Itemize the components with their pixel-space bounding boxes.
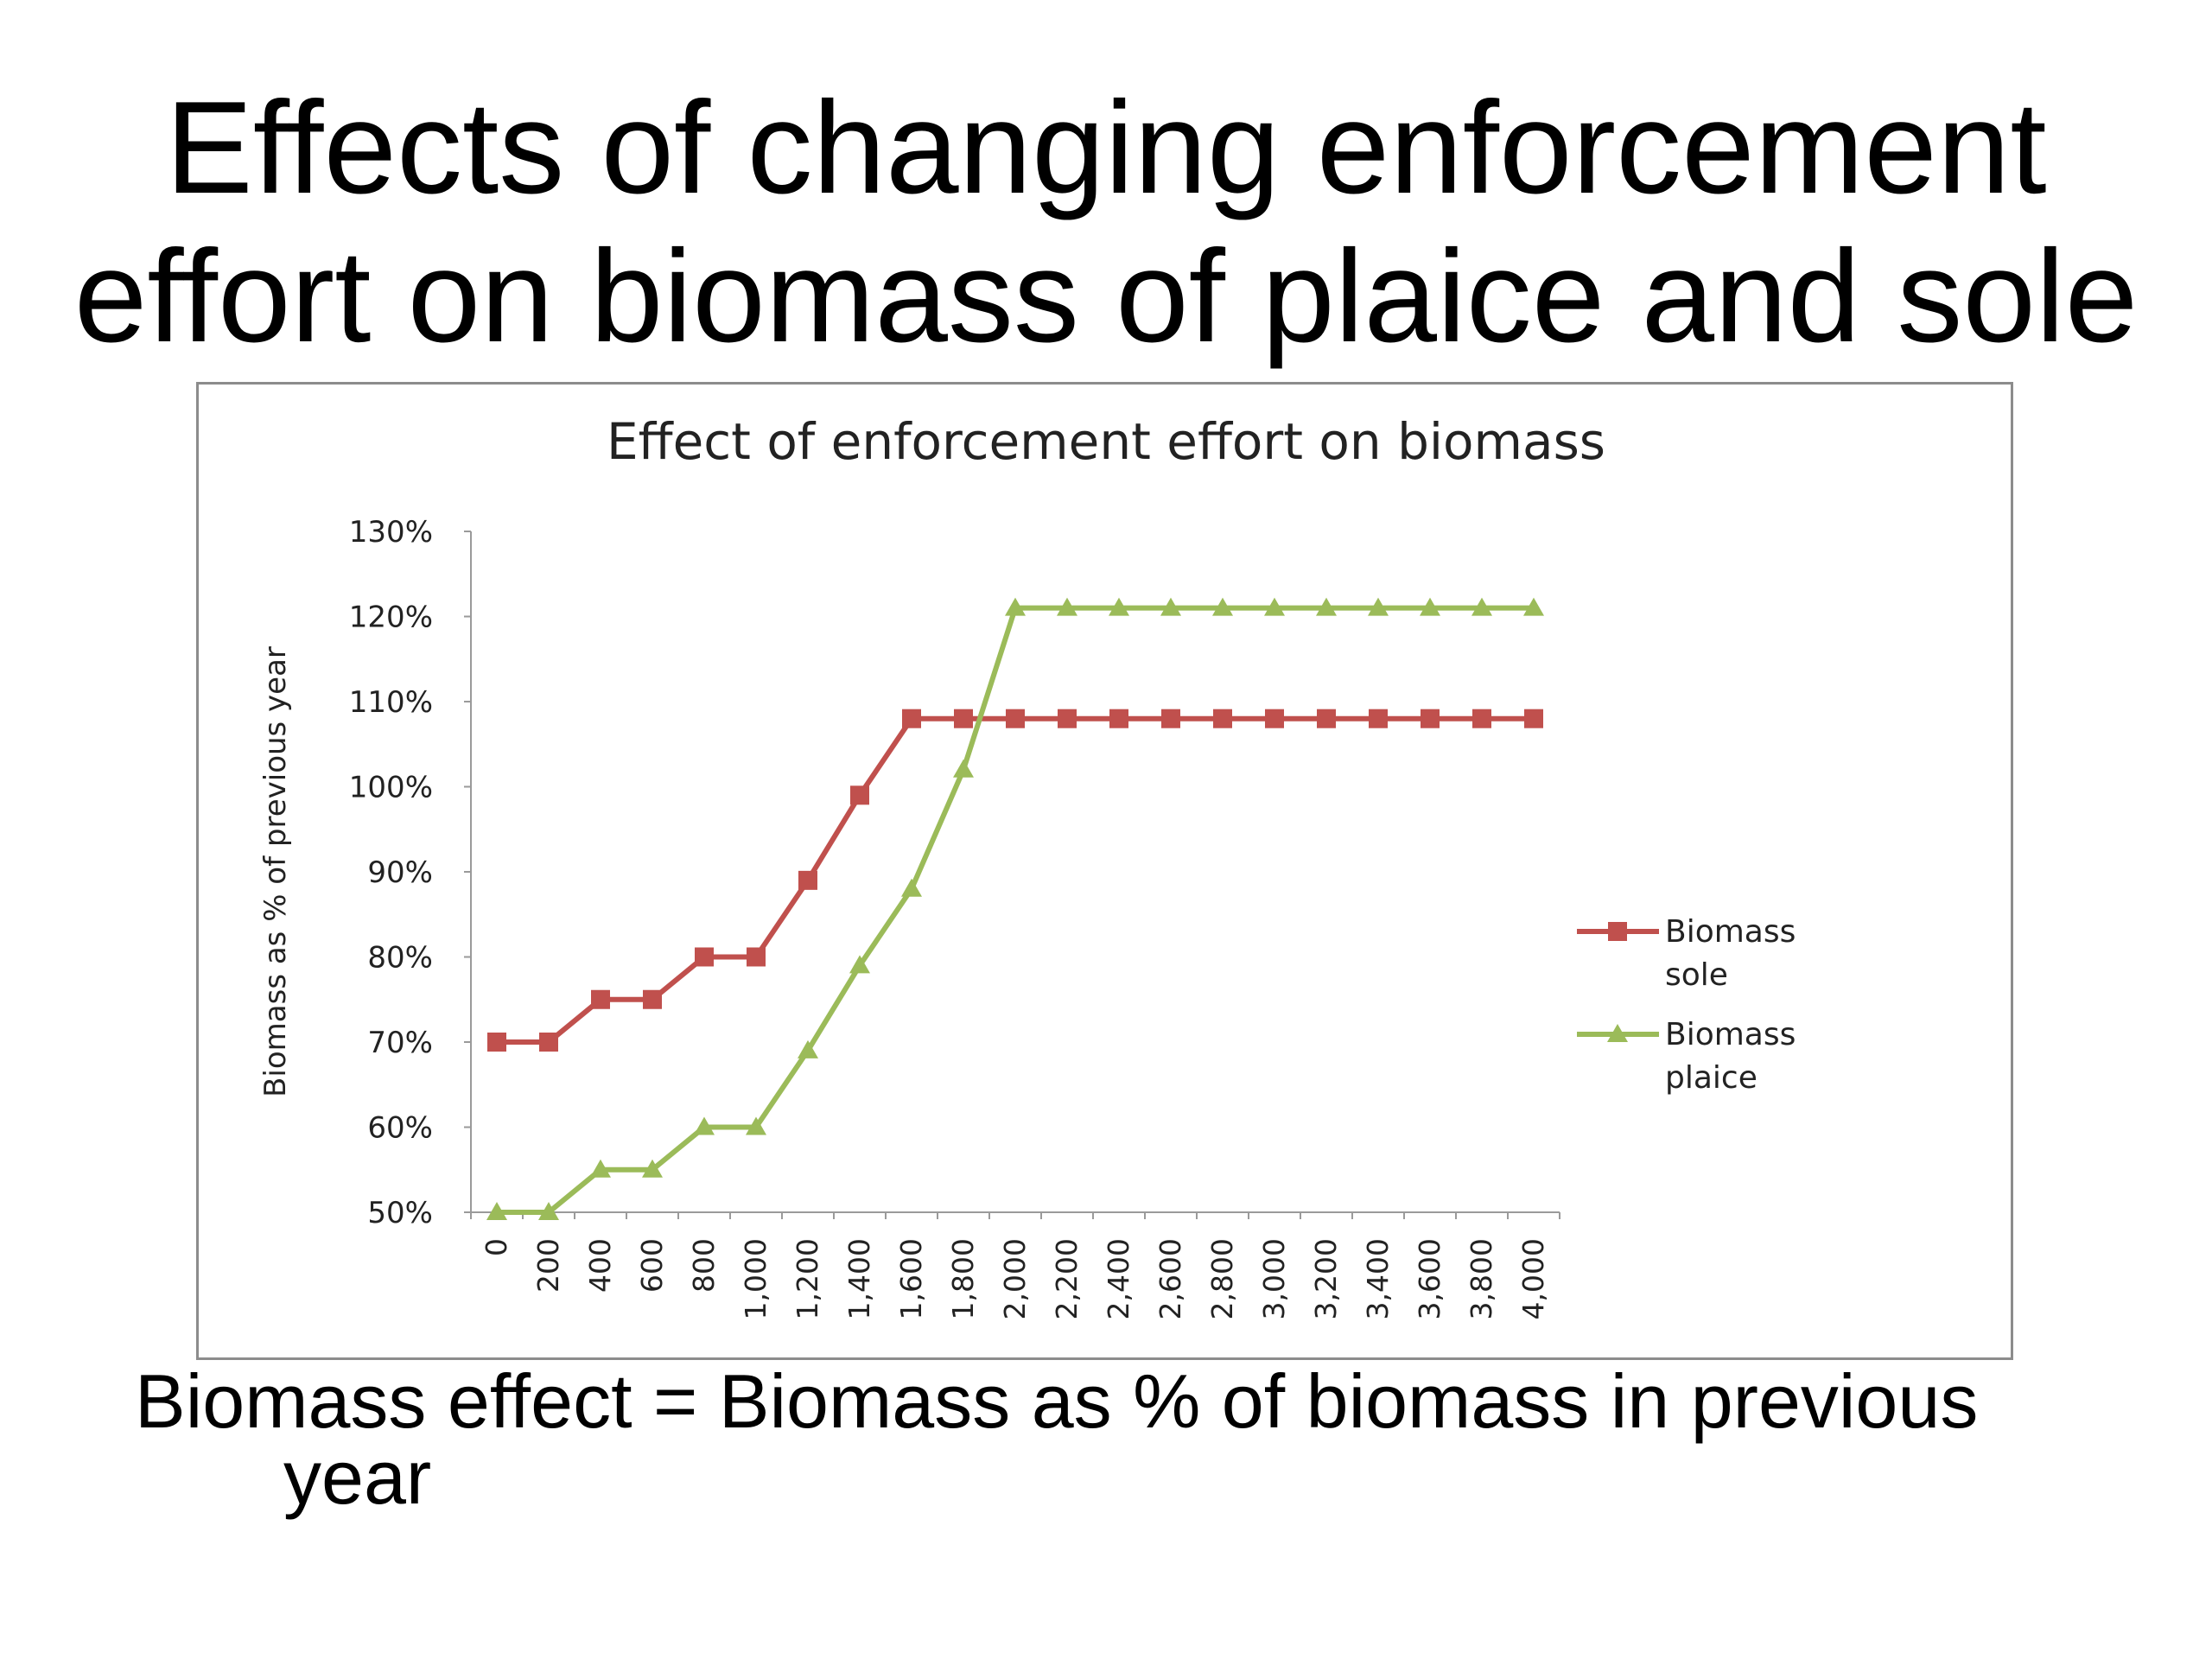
data-point-sole — [591, 989, 610, 1009]
x-tick-label: 1,600 — [894, 1238, 928, 1319]
data-point-sole — [1006, 709, 1025, 728]
x-tick-label: 1,800 — [946, 1238, 980, 1319]
data-point-plaice — [538, 1202, 559, 1220]
legend-label-sole: Biomass — [1665, 914, 1796, 950]
data-point-plaice — [901, 878, 922, 897]
slide-title: Effects of changing enforcement effort o… — [0, 73, 2212, 371]
legend-label-plaice: plaice — [1665, 1060, 1758, 1096]
data-point-plaice — [1005, 597, 1026, 616]
data-point-plaice — [1523, 597, 1544, 616]
data-point-sole — [1369, 709, 1388, 728]
x-tick-label: 3,200 — [1309, 1238, 1343, 1319]
data-point-plaice — [590, 1159, 611, 1178]
chart-frame: Effect of enforcement effort on biomass B… — [196, 382, 2013, 1360]
y-tick-label: 130% — [349, 515, 433, 550]
x-tick-label: 400 — [583, 1238, 617, 1293]
y-tick-label: 90% — [367, 855, 433, 890]
y-tick-label: 70% — [367, 1026, 433, 1060]
x-tick-label: 2,200 — [1050, 1238, 1084, 1319]
line-chart: Effect of enforcement effort on biomass B… — [258, 412, 1796, 1319]
data-point-sole — [1265, 709, 1284, 728]
data-point-sole — [1524, 709, 1543, 728]
data-point-plaice — [642, 1159, 663, 1178]
x-tick-label: 1,000 — [739, 1238, 772, 1319]
x-tick-label: 2,600 — [1154, 1238, 1187, 1319]
x-tick-label: 2,400 — [1102, 1238, 1135, 1319]
data-point-sole — [695, 947, 714, 967]
data-point-plaice — [849, 955, 870, 974]
x-tick-label: 3,000 — [1257, 1238, 1291, 1319]
y-tick-label: 110% — [349, 685, 433, 720]
data-point-sole — [1472, 709, 1491, 728]
data-point-plaice — [1109, 597, 1129, 616]
caption-line-2: year — [283, 1434, 432, 1520]
x-tick-label: 2,000 — [998, 1238, 1032, 1319]
data-point-plaice — [1471, 597, 1492, 616]
x-tick-label: 200 — [531, 1238, 565, 1293]
series-line-plaice — [497, 605, 1534, 1215]
data-point-sole — [539, 1033, 558, 1052]
data-point-plaice — [486, 1202, 507, 1220]
data-point-sole — [1421, 709, 1440, 728]
x-tick-label: 600 — [635, 1238, 669, 1293]
data-point-plaice — [1212, 597, 1233, 616]
data-point-sole — [954, 709, 973, 728]
data-point-sole — [1109, 709, 1128, 728]
y-tick-label: 100% — [349, 771, 433, 805]
data-point-sole — [850, 785, 869, 805]
slide-title-line-2: effort on biomass of plaice and sole — [73, 223, 2139, 370]
data-point-plaice — [1160, 597, 1181, 616]
data-point-sole — [643, 989, 662, 1009]
legend-marker-plaice — [1607, 1024, 1628, 1042]
data-point-plaice — [953, 759, 974, 778]
y-axis-title: Biomass as % of previous year — [258, 646, 293, 1097]
y-tick-label: 120% — [349, 601, 433, 635]
data-point-sole — [1317, 709, 1336, 728]
data-point-plaice — [798, 1039, 818, 1058]
data-point-sole — [747, 947, 766, 967]
data-point-plaice — [746, 1116, 766, 1135]
y-tick-label: 60% — [367, 1111, 433, 1146]
data-point-plaice — [1420, 597, 1440, 616]
data-point-sole — [798, 870, 817, 890]
x-tick-label: 3,600 — [1413, 1238, 1446, 1319]
data-point-sole — [902, 709, 921, 728]
x-tick-label: 3,400 — [1361, 1238, 1395, 1319]
chart-title: Effect of enforcement effort on biomass — [607, 412, 1605, 471]
x-tick-label: 1,400 — [842, 1238, 876, 1319]
x-tick-label: 800 — [687, 1238, 721, 1293]
data-point-plaice — [694, 1116, 715, 1135]
data-point-plaice — [1264, 597, 1285, 616]
data-point-sole — [1058, 709, 1077, 728]
data-point-plaice — [1368, 597, 1389, 616]
legend-marker-sole — [1608, 922, 1627, 941]
data-point-sole — [1161, 709, 1180, 728]
x-tick-label: 4,000 — [1516, 1238, 1550, 1319]
slide-caption: Biomass effect = Biomass as % of biomass… — [135, 1363, 2122, 1516]
x-tick-label: 1,200 — [791, 1238, 824, 1319]
y-tick-label: 80% — [367, 941, 433, 976]
data-point-sole — [487, 1033, 506, 1052]
caption-line-1: Biomass effect = Biomass as % of biomass… — [135, 1358, 1979, 1444]
legend-label-sole: sole — [1665, 957, 1728, 993]
slide-title-line-1: Effects of changing enforcement — [165, 74, 2047, 221]
y-tick-label: 50% — [367, 1196, 433, 1230]
x-tick-label: 0 — [480, 1238, 513, 1256]
legend-label-plaice: Biomass — [1665, 1017, 1796, 1052]
x-tick-label: 3,800 — [1465, 1238, 1498, 1319]
data-point-sole — [1213, 709, 1232, 728]
data-point-plaice — [1316, 597, 1337, 616]
x-tick-label: 2,800 — [1205, 1238, 1239, 1319]
data-point-plaice — [1057, 597, 1077, 616]
